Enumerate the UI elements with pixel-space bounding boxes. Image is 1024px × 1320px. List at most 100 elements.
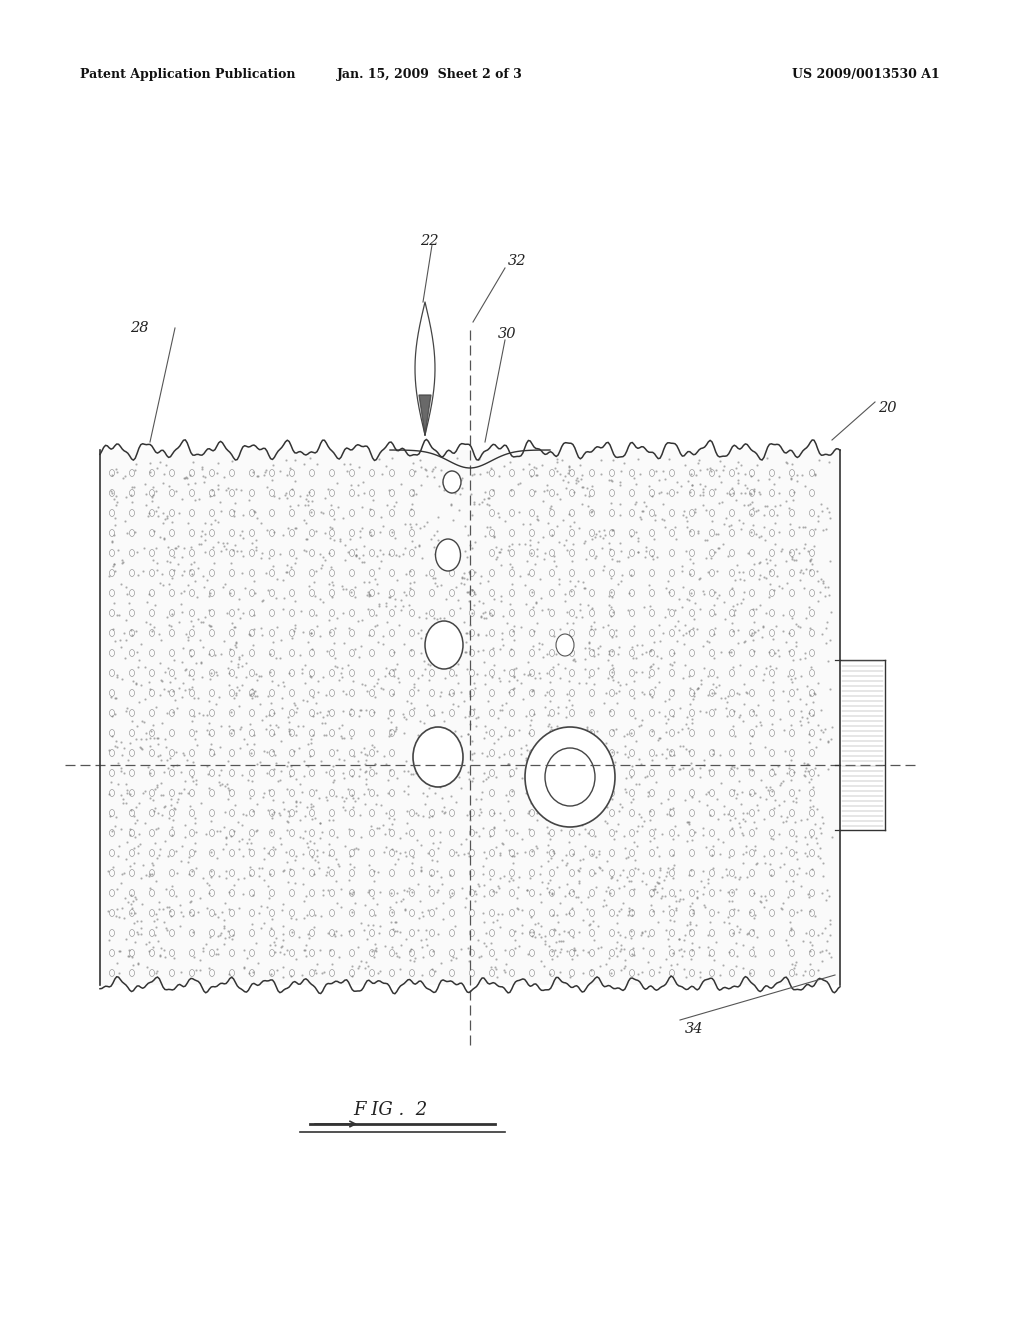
Point <box>194 653 210 675</box>
Point <box>744 937 761 958</box>
Point <box>177 680 194 701</box>
Point <box>712 965 728 986</box>
Point <box>185 751 202 772</box>
Point <box>735 710 752 731</box>
Point <box>199 719 215 741</box>
Point <box>116 907 132 928</box>
Point <box>344 956 360 977</box>
Point <box>581 822 597 843</box>
Point <box>477 607 494 628</box>
Point <box>578 638 594 659</box>
Point <box>216 933 232 954</box>
Point <box>634 681 650 702</box>
Point <box>597 810 613 832</box>
Point <box>124 491 140 512</box>
Point <box>234 545 251 566</box>
Point <box>322 622 338 643</box>
Point <box>168 480 184 502</box>
Point <box>222 722 239 743</box>
Point <box>155 512 171 533</box>
Point <box>636 810 652 832</box>
Point <box>505 870 521 891</box>
Point <box>412 743 428 764</box>
Point <box>505 853 521 874</box>
Point <box>278 482 294 503</box>
Point <box>708 459 724 480</box>
Point <box>403 516 420 537</box>
Point <box>475 593 492 614</box>
Point <box>287 553 303 574</box>
Point <box>279 561 295 582</box>
Point <box>229 812 246 833</box>
Point <box>709 788 725 809</box>
Point <box>771 795 787 816</box>
Point <box>611 793 628 814</box>
Point <box>185 946 202 968</box>
Point <box>706 647 722 668</box>
Point <box>322 528 338 549</box>
Point <box>728 784 744 805</box>
Point <box>453 833 469 854</box>
Point <box>725 620 741 642</box>
Point <box>711 465 727 486</box>
Point <box>628 774 644 795</box>
Point <box>630 816 646 837</box>
Point <box>167 689 183 710</box>
Point <box>350 484 367 506</box>
Point <box>298 488 314 510</box>
Point <box>262 661 279 682</box>
Point <box>522 907 539 928</box>
Point <box>708 677 724 698</box>
Point <box>687 502 703 523</box>
Point <box>179 750 196 771</box>
Point <box>291 927 307 948</box>
Point <box>493 554 509 576</box>
Point <box>140 940 157 961</box>
Point <box>315 725 332 746</box>
Point <box>361 585 378 606</box>
Point <box>387 920 403 941</box>
Point <box>726 701 742 722</box>
Point <box>233 764 250 785</box>
Point <box>523 543 540 564</box>
Point <box>460 582 476 603</box>
Point <box>446 721 463 742</box>
Point <box>749 927 765 948</box>
Point <box>698 500 715 521</box>
Point <box>560 471 577 492</box>
Point <box>657 747 674 768</box>
Point <box>761 469 777 490</box>
Point <box>335 763 351 784</box>
Point <box>784 649 801 671</box>
Point <box>642 801 658 822</box>
Point <box>772 842 788 863</box>
Point <box>726 779 742 800</box>
Point <box>347 545 364 566</box>
Point <box>590 729 606 750</box>
Point <box>234 644 251 665</box>
Point <box>210 907 226 928</box>
Point <box>612 935 629 956</box>
Point <box>234 883 251 904</box>
Point <box>628 647 644 668</box>
Point <box>142 461 159 482</box>
Point <box>546 545 562 566</box>
Point <box>762 854 778 875</box>
Point <box>119 832 135 853</box>
Point <box>319 705 336 726</box>
Point <box>809 799 825 820</box>
Point <box>648 771 665 792</box>
Point <box>242 713 258 734</box>
Point <box>529 612 546 634</box>
Point <box>767 643 783 664</box>
Point <box>752 564 768 585</box>
Point <box>736 483 753 504</box>
Point <box>782 467 799 488</box>
Point <box>467 561 483 582</box>
Point <box>544 762 560 783</box>
Point <box>352 700 369 721</box>
Point <box>211 821 227 842</box>
Point <box>705 858 721 879</box>
Point <box>128 673 144 694</box>
Point <box>785 958 802 979</box>
